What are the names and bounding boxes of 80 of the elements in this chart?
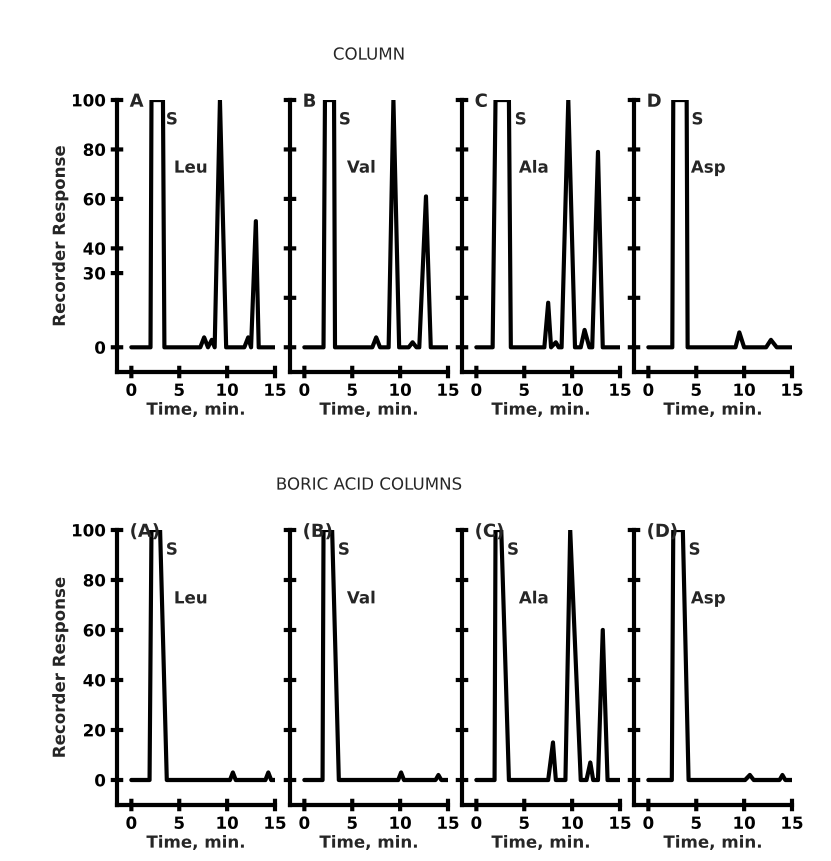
x-tick-label: 10 — [390, 816, 411, 830]
annotation: S — [516, 112, 526, 125]
annotation: S — [340, 112, 350, 125]
y-tick-label: 100 — [72, 524, 106, 537]
chart-title: (A) — [131, 523, 159, 540]
x-tick-label: 15 — [610, 384, 630, 396]
x-tick-label: 10 — [217, 816, 238, 830]
y-tick-label: 20 — [84, 724, 106, 737]
x-tick-label: 0 — [643, 383, 654, 396]
annotation: Val — [346, 590, 374, 604]
x-tick-label: 0 — [126, 383, 136, 396]
x-tick-label: 0 — [643, 816, 654, 830]
chart-title: (C) — [476, 523, 503, 540]
x-tick-label: 5 — [692, 384, 701, 396]
annotation: Asp — [690, 591, 725, 607]
x-tick-label: 0 — [471, 383, 482, 396]
y-axis-title: Recorder Response — [52, 578, 68, 757]
annotation: S — [690, 542, 700, 555]
chart-title: D — [648, 94, 661, 107]
x-tick-label: 5 — [348, 384, 357, 396]
x-axis-title: Time, min. — [492, 402, 589, 418]
x-tick-label: 10 — [217, 383, 238, 396]
chart-subtitle: BORIC ACID COLUMNS — [277, 477, 462, 490]
x-tick-label: 10 — [562, 816, 583, 830]
chart-title: C — [476, 93, 487, 108]
y-tick-label: 30 — [84, 267, 106, 280]
annotation: Leu — [175, 160, 206, 173]
annotation: Ala — [518, 590, 548, 604]
x-axis-title: Time, min. — [146, 835, 244, 850]
y-tick-label: 80 — [84, 143, 106, 156]
x-tick-label: 10 — [734, 383, 755, 396]
annotation: S — [339, 542, 349, 555]
x-tick-label: 0 — [126, 816, 136, 830]
x-tick-label: 5 — [692, 816, 701, 830]
x-tick-label: 0 — [471, 816, 482, 830]
annotation: S — [167, 542, 177, 555]
x-tick-label: 15 — [782, 816, 802, 830]
chart-title: (D) — [648, 523, 677, 540]
y-tick-label: 60 — [84, 624, 106, 637]
annotation: S — [167, 112, 177, 125]
x-tick-label: 15 — [782, 384, 802, 396]
x-tick-label: 5 — [174, 816, 184, 830]
annotation: Ala — [518, 160, 548, 173]
annotation: Leu — [175, 591, 206, 604]
annotation: S — [508, 542, 518, 555]
y-tick-label: 40 — [83, 674, 106, 687]
y-tick-label: 100 — [72, 94, 106, 107]
chart-title: (B) — [304, 523, 332, 540]
annotation: Val — [346, 160, 374, 173]
x-tick-label: 5 — [348, 816, 357, 830]
x-tick-label: 15 — [438, 816, 458, 830]
x-tick-label: 15 — [438, 384, 458, 396]
x-tick-label: 5 — [520, 816, 529, 830]
x-axis-title: Time, min. — [492, 835, 589, 850]
y-tick-label: 0 — [95, 341, 106, 354]
x-tick-label: 15 — [610, 816, 630, 830]
x-tick-label: 10 — [390, 383, 411, 396]
x-tick-label: 10 — [734, 816, 755, 830]
y-tick-label: 80 — [84, 574, 106, 587]
x-tick-label: 0 — [299, 816, 310, 830]
y-tick-label: 60 — [84, 192, 106, 206]
x-axis-title: Time, min. — [320, 835, 417, 850]
x-tick-label: 0 — [299, 383, 310, 396]
annotation: Asp — [690, 160, 725, 176]
x-axis-title: Time, min. — [320, 402, 417, 418]
y-axis-title: Recorder Response — [52, 146, 68, 326]
x-tick-label: 5 — [520, 384, 529, 396]
x-axis-title: Time, min. — [664, 835, 761, 850]
chart-subtitle: COLUMN — [334, 47, 404, 60]
x-axis-title: Time, min. — [664, 402, 761, 418]
x-tick-label: 5 — [174, 384, 184, 396]
x-tick-label: 10 — [562, 383, 583, 396]
chart-title: A — [130, 94, 144, 107]
x-axis-title: Time, min. — [146, 402, 244, 418]
x-tick-label: 15 — [265, 816, 286, 830]
x-tick-label: 15 — [265, 384, 286, 396]
annotation: S — [692, 112, 702, 125]
y-tick-label: 40 — [83, 242, 106, 255]
y-tick-label: 0 — [95, 774, 106, 787]
chart-title: B — [304, 94, 316, 107]
